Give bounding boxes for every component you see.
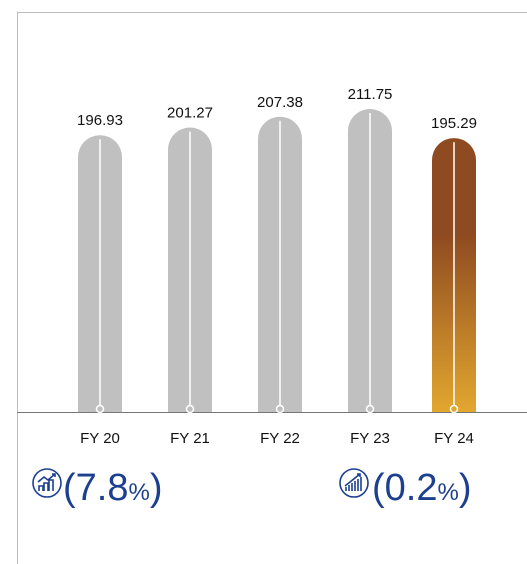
value-label: 211.75 [348, 86, 393, 103]
bar-foot-dot [449, 404, 459, 414]
icon-growth [32, 468, 62, 498]
category-label: FY 22 [260, 430, 300, 447]
annotation-value: (0.2 [372, 467, 437, 509]
annotation-unit: % [128, 479, 149, 506]
bar-foot-dot [185, 404, 195, 414]
value-label: 207.38 [257, 94, 303, 111]
value-label: 195.29 [431, 115, 477, 132]
category-label: FY 21 [170, 430, 210, 447]
annotation-unit: % [437, 479, 458, 506]
annotation: (0.2%) [372, 467, 471, 509]
icon-bars [339, 468, 369, 498]
category-label: FY 20 [80, 430, 120, 447]
category-label: FY 23 [350, 430, 390, 447]
bar-foot-dot [365, 404, 375, 414]
bar-foot-dot [275, 404, 285, 414]
value-label: 196.93 [77, 112, 123, 129]
value-label: 201.27 [167, 105, 213, 122]
category-label: FY 24 [434, 430, 474, 447]
annotation-value: (7.8 [63, 467, 128, 509]
annotation: (7.8%) [63, 467, 162, 509]
annotation-close: ) [459, 467, 472, 509]
annotation-close: ) [150, 467, 163, 509]
bar-foot-dot [95, 404, 105, 414]
